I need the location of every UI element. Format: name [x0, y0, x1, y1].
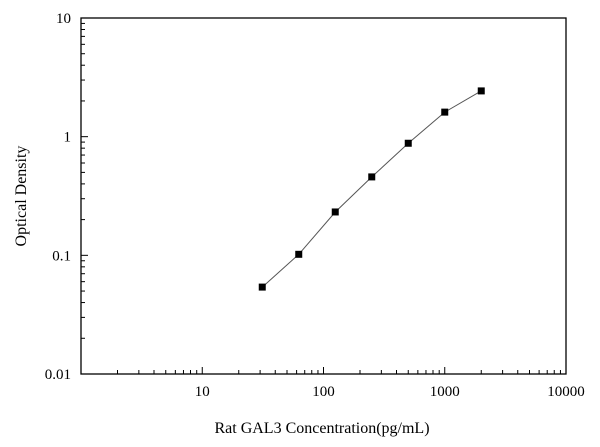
data-points	[258, 87, 485, 291]
fit-curve	[261, 90, 482, 288]
data-point	[258, 283, 266, 291]
data-point	[404, 139, 412, 147]
ticks	[80, 22, 561, 375]
y-tick-label: 0.1	[52, 248, 71, 264]
plot-frame	[80, 17, 567, 375]
tick-labels: 10 100 1000 10000 0.01 0.1 1 10	[45, 11, 585, 400]
x-tick-label: 100	[312, 384, 335, 400]
y-tick-label: 0.01	[45, 367, 71, 383]
data-point	[441, 108, 449, 116]
x-tick-label: 10000	[547, 384, 585, 400]
y-tick-label: 1	[64, 130, 72, 146]
data-point	[477, 87, 485, 95]
data-point	[295, 250, 303, 258]
data-point	[368, 173, 376, 181]
axes	[80, 17, 567, 375]
x-tick-label: 10	[195, 384, 210, 400]
fit-line	[261, 90, 482, 288]
y-axis-title: Optical Density	[13, 146, 30, 247]
data-point	[331, 208, 339, 216]
x-axis-title: Rat GAL3 Concentration(pg/mL)	[214, 420, 429, 437]
y-tick-label: 10	[56, 11, 71, 27]
x-tick-label: 1000	[430, 384, 460, 400]
